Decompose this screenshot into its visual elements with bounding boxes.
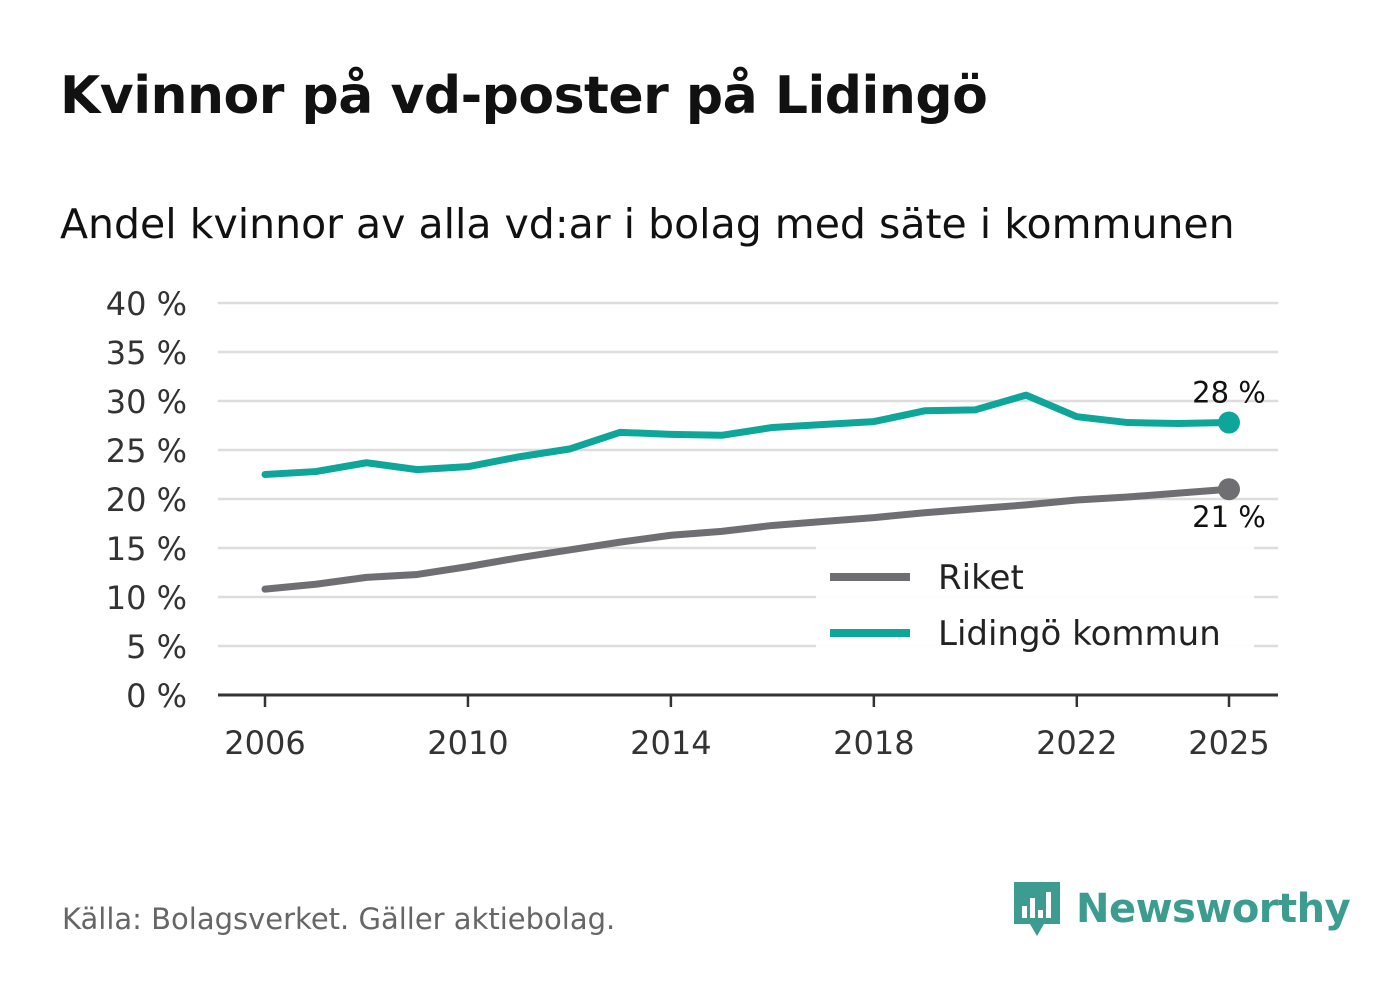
legend-background [816, 546, 1254, 658]
x-tick-label: 2022 [1036, 724, 1117, 762]
chart-title: Kvinnor på vd-poster på Lidingö [60, 66, 988, 126]
y-tick-label: 35 % [106, 334, 187, 372]
legend: Riket Lidingö kommun [816, 546, 1254, 658]
end-label-lidingo: 28 % [1192, 376, 1266, 410]
y-tick-label: 10 % [106, 579, 187, 617]
series-line-lidingo [261, 391, 1233, 478]
x-axis-ticks: 2006 2010 2014 2018 2022 2025 [224, 695, 1270, 762]
end-point-lidingo [1218, 411, 1240, 434]
brand-logo: Newsworthy [1012, 880, 1351, 938]
legend-label-riket: Riket [938, 558, 1024, 598]
x-tick-label: 2025 [1188, 724, 1269, 762]
chart-subtitle: Andel kvinnor av alla vd:ar i bolag med … [60, 200, 1235, 248]
x-tick-label: 2018 [833, 724, 914, 762]
series-lines: 21 % 28 % [261, 376, 1266, 593]
y-axis-ticks: 0 % 5 % 10 % 15 % 20 % 25 % 30 % 35 % 40 % [106, 285, 187, 715]
x-tick-label: 2014 [630, 724, 711, 762]
y-tick-label: 30 % [106, 383, 187, 421]
end-label-riket: 21 % [1192, 500, 1266, 534]
y-tick-label: 40 % [106, 285, 187, 323]
x-tick-label: 2006 [224, 724, 305, 762]
legend-label-lidingo: Lidingö kommun [938, 614, 1221, 654]
series-line-riket [261, 485, 1233, 593]
y-tick-label: 20 % [106, 481, 187, 519]
y-tick-label: 15 % [106, 530, 187, 568]
newsworthy-logo-icon [1014, 882, 1060, 936]
y-tick-label: 5 % [126, 628, 187, 666]
brand-name: Newsworthy [1076, 886, 1351, 932]
y-tick-label: 25 % [106, 432, 187, 470]
y-tick-label: 0 % [126, 677, 187, 715]
x-tick-label: 2010 [427, 724, 508, 762]
end-point-riket [1218, 478, 1240, 501]
source-note: Källa: Bolagsverket. Gäller aktiebolag. [62, 902, 616, 936]
